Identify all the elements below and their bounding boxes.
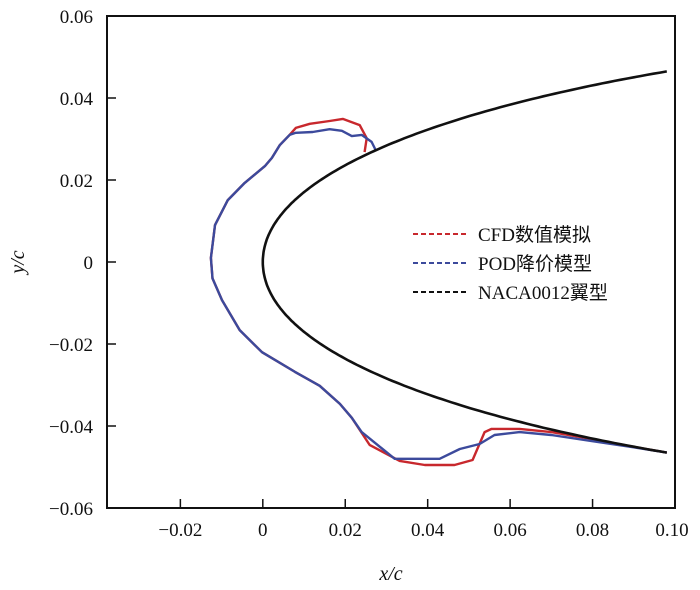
- x-axis-title: x/c: [378, 563, 402, 585]
- x-tick-label: 0.08: [576, 520, 609, 541]
- y-axis-title: y/c: [7, 250, 29, 275]
- ticks-layer: −0.02 0 0.02 0.04 0.06 0.08 0.10 0.06 0.04 0.02 0 −…: [49, 7, 689, 541]
- x-tick-label: 0.02: [329, 520, 362, 541]
- y-tick-label: −0.04: [49, 417, 93, 438]
- x-tick-label: −0.02: [158, 520, 202, 541]
- y-tick-label: −0.06: [49, 499, 93, 520]
- y-tick-label: −0.02: [49, 335, 93, 356]
- pod-series-line: [209, 127, 667, 460]
- x-tick-label: 0.06: [493, 520, 526, 541]
- y-tick-label: 0.04: [60, 89, 94, 110]
- series-layer: [209, 70, 668, 467]
- y-tick-label: 0.06: [60, 7, 93, 28]
- x-tick-label: 0.10: [655, 520, 688, 541]
- x-tick-label: 0.04: [411, 520, 445, 541]
- y-tick-label: 0.02: [60, 171, 93, 192]
- legend-label-cfd: CFD数值模拟: [478, 224, 591, 246]
- y-tick-label: 0: [84, 253, 94, 274]
- legend: CFD数值模拟 POD降价模型 NACA0012翼型: [413, 224, 608, 304]
- legend-label-pod: POD降价模型: [478, 253, 592, 275]
- naca0012-airfoil-line: [261, 70, 668, 454]
- x-tick-label: 0: [258, 520, 268, 541]
- legend-label-naca: NACA0012翼型: [478, 282, 608, 304]
